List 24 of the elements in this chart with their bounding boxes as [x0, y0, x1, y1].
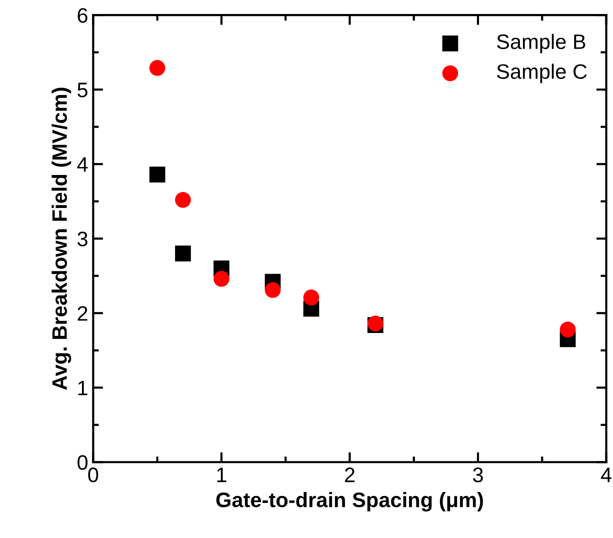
legend-label: Sample B: [496, 34, 586, 54]
point: [560, 322, 576, 338]
y-tick-label: 0: [78, 455, 88, 470]
point: [175, 192, 191, 208]
point: [264, 282, 281, 298]
point: [214, 270, 230, 287]
x-axis-title: Gate-to-drain Spacing (μm): [216, 492, 483, 512]
y-axis-title: Avg. Breakdown Field (MV/cm): [52, 88, 72, 390]
point: [303, 290, 320, 306]
point: [149, 60, 166, 76]
x-tick-label: 2: [344, 468, 354, 482]
x-tick-label: 3: [472, 468, 483, 482]
point: [149, 166, 166, 182]
y-tick-label: 4: [77, 157, 88, 172]
y-tick-label: 1: [78, 380, 88, 396]
y-tick-label: 5: [78, 82, 88, 98]
x-tick-label: 0: [88, 468, 98, 482]
x-tick-label: 4: [600, 468, 612, 482]
y-tick-label: 6: [78, 8, 88, 23]
point: [175, 246, 191, 262]
x-tick-label: 1: [217, 468, 226, 482]
legend-label: Sample C: [496, 64, 587, 84]
y-tick-label: 3: [78, 232, 88, 246]
y-tick-label: 2: [78, 306, 88, 321]
